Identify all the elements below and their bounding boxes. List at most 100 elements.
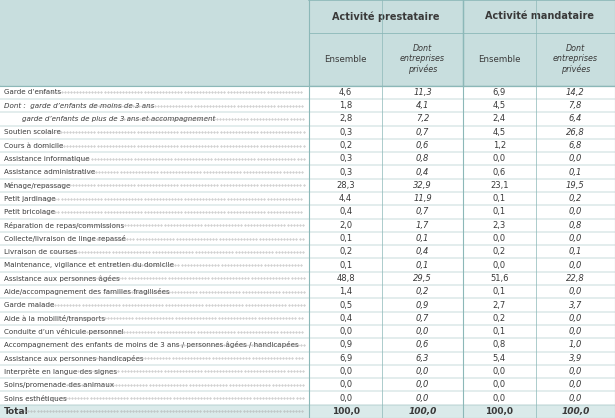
Text: 26,8: 26,8 [566, 128, 585, 137]
Text: 0,0: 0,0 [493, 380, 506, 389]
Text: Assistance aux personnes handicapées: Assistance aux personnes handicapées [4, 355, 143, 362]
Text: 0,8: 0,8 [493, 340, 506, 349]
Text: 2,3: 2,3 [493, 221, 506, 230]
Bar [309, 0, 615, 86]
Text: 0,0: 0,0 [569, 380, 582, 389]
Text: 0,0: 0,0 [569, 367, 582, 376]
Text: Aide à la mobilité/transports: Aide à la mobilité/transports [4, 315, 105, 322]
Text: 0,0: 0,0 [339, 394, 352, 403]
Text: 0,2: 0,2 [569, 194, 582, 203]
Text: Livraison de courses: Livraison de courses [4, 249, 77, 255]
Text: 51,6: 51,6 [490, 274, 509, 283]
Text: 0,0: 0,0 [569, 287, 582, 296]
Text: 0,6: 0,6 [416, 340, 429, 349]
Text: Activité prestataire: Activité prestataire [333, 11, 440, 22]
Text: 0,9: 0,9 [339, 340, 352, 349]
Text: 0,1: 0,1 [339, 234, 352, 243]
Text: 0,0: 0,0 [493, 154, 506, 163]
Text: Conduite d’un véhicule personnel: Conduite d’un véhicule personnel [4, 328, 124, 335]
Text: Ménage/repassage: Ménage/repassage [4, 182, 71, 189]
Text: 0,7: 0,7 [416, 314, 429, 323]
Text: 0,7: 0,7 [416, 207, 429, 217]
Text: 0,4: 0,4 [339, 314, 352, 323]
Text: 0,8: 0,8 [569, 221, 582, 230]
Text: Activité mandataire: Activité mandataire [485, 11, 593, 21]
Text: 0,0: 0,0 [493, 261, 506, 270]
Text: 6,9: 6,9 [339, 354, 352, 363]
Text: 0,4: 0,4 [339, 207, 352, 217]
Text: 0,7: 0,7 [416, 128, 429, 137]
Text: 23,1: 23,1 [490, 181, 509, 190]
Text: 0,1: 0,1 [493, 207, 506, 217]
Text: 0,0: 0,0 [493, 394, 506, 403]
Text: 6,9: 6,9 [493, 88, 506, 97]
Text: 0,6: 0,6 [416, 141, 429, 150]
Bar [0, 86, 615, 418]
Text: 0,0: 0,0 [339, 367, 352, 376]
Text: Garde malade: Garde malade [4, 302, 54, 308]
Text: 0,9: 0,9 [416, 301, 429, 309]
Text: 2,0: 2,0 [339, 221, 352, 230]
Text: Total: Total [4, 407, 28, 416]
Text: 28,3: 28,3 [336, 181, 355, 190]
Text: 0,1: 0,1 [569, 247, 582, 256]
Text: 0,8: 0,8 [416, 154, 429, 163]
Text: 11,3: 11,3 [413, 88, 432, 97]
Text: Dont :  garde d’enfants de moins de 3 ans: Dont : garde d’enfants de moins de 3 ans [4, 102, 154, 109]
Text: 7,8: 7,8 [569, 101, 582, 110]
Text: 4,4: 4,4 [339, 194, 352, 203]
Text: 29,5: 29,5 [413, 274, 432, 283]
Text: 0,2: 0,2 [493, 314, 506, 323]
Text: 100,0: 100,0 [561, 407, 590, 416]
Text: 11,9: 11,9 [413, 194, 432, 203]
Text: Ensemble: Ensemble [324, 55, 367, 64]
Text: 0,1: 0,1 [493, 287, 506, 296]
Text: 6,4: 6,4 [569, 115, 582, 123]
Text: 0,2: 0,2 [339, 247, 352, 256]
Text: Petit bricolage: Petit bricolage [4, 209, 55, 215]
Text: 0,0: 0,0 [569, 234, 582, 243]
Text: Assistance administrative: Assistance administrative [4, 169, 95, 175]
Text: 1,8: 1,8 [339, 101, 352, 110]
Text: Dont
entreprises
privées: Dont entreprises privées [400, 44, 445, 74]
Text: 0,0: 0,0 [569, 154, 582, 163]
Text: 0,2: 0,2 [493, 247, 506, 256]
Text: 48,8: 48,8 [336, 274, 355, 283]
Text: 2,4: 2,4 [493, 115, 506, 123]
Text: 2,7: 2,7 [493, 301, 506, 309]
Text: 0,2: 0,2 [339, 141, 352, 150]
Bar [0, 405, 615, 418]
Text: Petit jardinage: Petit jardinage [4, 196, 55, 201]
Text: 0,0: 0,0 [569, 207, 582, 217]
Text: 0,0: 0,0 [569, 394, 582, 403]
Text: Accompagnement des enfants de moins de 3 ans / personnes âgées / handicapées: Accompagnement des enfants de moins de 3… [4, 342, 298, 348]
Text: 5,4: 5,4 [493, 354, 506, 363]
Text: 14,2: 14,2 [566, 88, 585, 97]
Text: 19,5: 19,5 [566, 181, 585, 190]
Text: 0,1: 0,1 [416, 234, 429, 243]
Text: 4,5: 4,5 [493, 101, 506, 110]
Text: 3,7: 3,7 [569, 301, 582, 309]
Text: 1,7: 1,7 [416, 221, 429, 230]
Text: 0,5: 0,5 [339, 301, 352, 309]
Text: 3,9: 3,9 [569, 354, 582, 363]
Text: 6,8: 6,8 [569, 141, 582, 150]
Text: Soins esthétiques: Soins esthétiques [4, 395, 66, 402]
Text: 0,1: 0,1 [493, 327, 506, 336]
Text: 0,2: 0,2 [416, 287, 429, 296]
Text: Interprète en langue des signes: Interprète en langue des signes [4, 368, 117, 375]
Text: 0,0: 0,0 [416, 327, 429, 336]
Text: 0,0: 0,0 [569, 314, 582, 323]
Text: 0,0: 0,0 [416, 380, 429, 389]
Text: 0,3: 0,3 [339, 128, 352, 137]
Text: 22,8: 22,8 [566, 274, 585, 283]
Text: 0,1: 0,1 [416, 261, 429, 270]
Text: Maintenance, vigilance et entretien du domicile: Maintenance, vigilance et entretien du d… [4, 262, 173, 268]
Text: 100,0: 100,0 [408, 407, 437, 416]
Text: 1,0: 1,0 [569, 340, 582, 349]
Text: 0,4: 0,4 [416, 168, 429, 176]
Text: Ensemble: Ensemble [478, 55, 521, 64]
Text: Assistance informatique: Assistance informatique [4, 156, 89, 162]
Text: Soutien scolaire: Soutien scolaire [4, 129, 60, 135]
Text: 0,0: 0,0 [339, 380, 352, 389]
